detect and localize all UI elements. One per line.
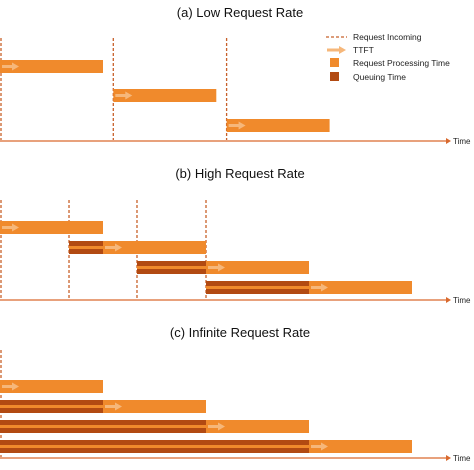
bars-infinite <box>0 380 412 453</box>
queuing-bar <box>206 281 309 294</box>
ttft-arrow-head <box>115 243 122 252</box>
queuing-bar <box>0 440 309 453</box>
queuing-stripe <box>0 405 103 408</box>
time-axis-label-low: Time <box>453 137 471 146</box>
ttft-arrow <box>311 442 328 451</box>
queuing-stripe <box>206 286 309 289</box>
ttft-arrow <box>2 223 19 232</box>
ttft-arrow-head <box>125 91 133 100</box>
ttft-arrow-head <box>12 62 19 71</box>
queuing-bar <box>0 400 103 413</box>
panel-infinite-request-rate: (c) Infinite Request Rate Time <box>0 325 471 463</box>
ttft-arrow <box>105 402 122 411</box>
legend-label-queuing: Queuing Time <box>353 72 406 82</box>
time-axis-label-infinite: Time <box>453 454 471 463</box>
panel-title-infinite: (c) Infinite Request Rate <box>170 325 310 340</box>
queuing-stripe <box>0 425 206 428</box>
ttft-arrow <box>228 121 246 130</box>
ttft-arrow <box>208 422 225 431</box>
dark-orange-square-icon <box>330 72 339 81</box>
time-axis-low: Time <box>0 137 471 146</box>
queuing-bar <box>136 261 206 274</box>
processing-bar <box>226 119 330 132</box>
panel-title-low: (a) Low Request Rate <box>177 5 303 20</box>
ttft-arrow-head <box>218 422 225 431</box>
bars-high <box>0 221 412 294</box>
legend-label-ttft: TTFT <box>353 45 374 55</box>
ttft-arrow <box>311 283 328 292</box>
panel-low-request-rate: (a) Low Request Rate Time <box>0 5 471 146</box>
ttft-arrow-head <box>12 382 19 391</box>
ttft-arrow <box>105 243 122 252</box>
processing-bar <box>69 241 206 254</box>
arrow-icon <box>327 46 346 54</box>
panel-high-request-rate: (b) High Request Rate Time <box>0 166 471 305</box>
processing-bar <box>0 221 103 234</box>
legend-label-processing: Request Processing Time <box>353 58 450 68</box>
panel-title-high: (b) High Request Rate <box>175 166 304 181</box>
orange-square-icon <box>330 58 339 67</box>
ttft-arrow-head <box>218 263 225 272</box>
processing-bar <box>113 89 217 102</box>
ttft-arrow <box>115 91 133 100</box>
time-axis-label-high: Time <box>453 296 471 305</box>
legend-label-incoming: Request Incoming <box>353 32 422 42</box>
queuing-bar <box>0 420 206 433</box>
bars-low <box>0 60 330 132</box>
ttft-arrow-head <box>115 402 122 411</box>
ttft-arrow-head <box>12 223 19 232</box>
queuing-stripe <box>136 266 206 269</box>
processing-bar <box>0 380 103 393</box>
legend: Request Incoming TTFT Request Processing… <box>326 32 450 82</box>
ttft-arrow-head <box>321 283 328 292</box>
time-axis-high: Time <box>0 296 471 305</box>
ttft-arrow-head <box>321 442 328 451</box>
ttft-arrow <box>2 62 19 71</box>
queuing-bar <box>69 241 103 254</box>
queuing-stripe <box>69 246 103 249</box>
ttft-arrow-head <box>238 121 246 130</box>
ttft-arrow <box>208 263 225 272</box>
processing-bar <box>0 60 103 73</box>
ttft-arrow <box>2 382 19 391</box>
time-axis-infinite: Time <box>0 454 471 463</box>
queuing-stripe <box>0 445 309 448</box>
